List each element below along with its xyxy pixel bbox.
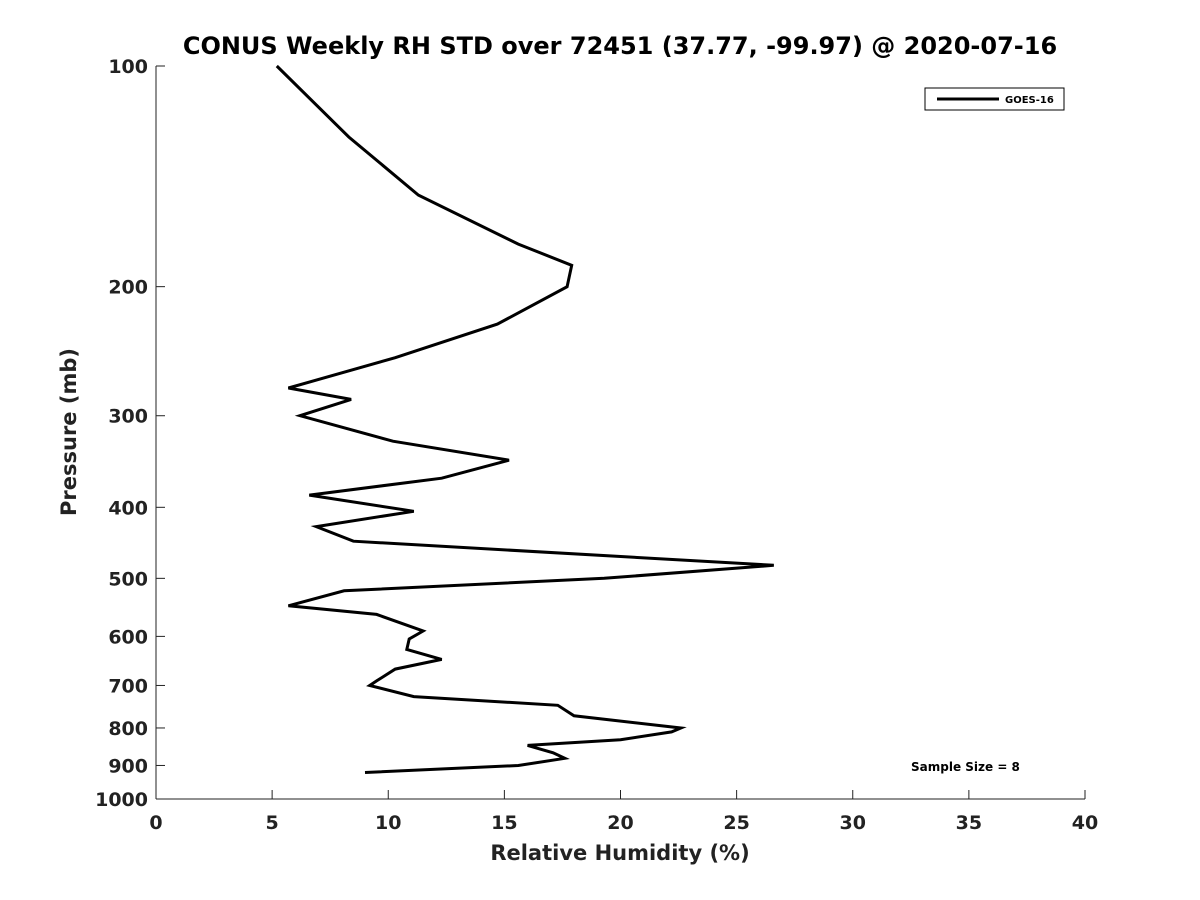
legend-label: GOES-16: [1005, 95, 1054, 106]
x-tick-label: 25: [723, 812, 749, 834]
x-tick-label: 10: [375, 812, 401, 834]
x-ticks: 0 5 10 15 20 25 30 35 40: [149, 790, 1098, 834]
y-ticks: 100 200 300 400 500 600 700 800 900 1000: [95, 56, 165, 811]
x-tick-label: 35: [956, 812, 982, 834]
sample-size-annotation: Sample Size = 8: [911, 760, 1020, 774]
series-line-goes-16: [275, 64, 774, 774]
y-axis-label: Pressure (mb): [57, 348, 81, 516]
x-tick-label: 40: [1072, 812, 1098, 834]
y-tick-label: 700: [108, 675, 148, 697]
y-tick-label: 300: [108, 406, 148, 428]
x-tick-label: 15: [491, 812, 517, 834]
legend: GOES-16: [924, 87, 1065, 111]
x-tick-label: 5: [266, 812, 279, 834]
y-tick-label: 500: [108, 568, 148, 590]
y-tick-label: 400: [108, 497, 148, 519]
x-tick-label: 30: [840, 812, 866, 834]
x-axis-label: Relative Humidity (%): [490, 841, 749, 865]
x-tick-label: 20: [607, 812, 633, 834]
y-tick-label: 900: [108, 755, 148, 777]
y-tick-label: 600: [108, 626, 148, 648]
y-tick-label: 1000: [95, 789, 148, 811]
y-tick-label: 800: [108, 718, 148, 740]
y-tick-label: 100: [108, 56, 148, 78]
y-tick-label: 200: [108, 277, 148, 299]
chart-title: CONUS Weekly RH STD over 72451 (37.77, -…: [183, 32, 1057, 60]
x-tick-label: 0: [149, 812, 162, 834]
